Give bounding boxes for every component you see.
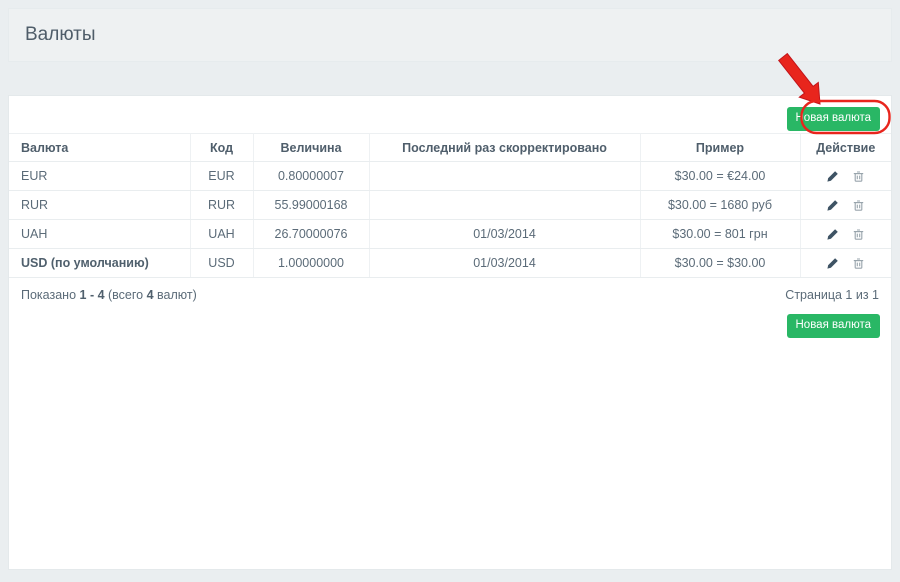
currency-table-body: EUR EUR 0.80000007 $30.00 = €24.00 — [9, 161, 891, 278]
delete-button[interactable] — [852, 199, 865, 212]
column-header-code: Код — [190, 133, 254, 162]
trash-icon — [852, 170, 865, 183]
action-cell — [800, 248, 891, 278]
new-currency-button-bottom[interactable]: Новая валюта — [786, 314, 880, 338]
table-row: USD (по умолчанию) USD 1.00000000 01/03/… — [9, 248, 891, 278]
table-row: EUR EUR 0.80000007 $30.00 = €24.00 — [9, 161, 891, 191]
bottom-toolbar: Новая валюта — [9, 308, 891, 338]
new-currency-button-top[interactable]: Новая валюта — [786, 107, 880, 131]
currency-code-cell: UAH — [190, 219, 254, 249]
pencil-icon — [826, 170, 839, 183]
page-title: Валюты — [25, 24, 96, 45]
results-summary: Показано 1 - 4 (всего 4 валют) — [21, 288, 197, 302]
currency-title-cell: USD (по умолчанию) — [9, 248, 191, 278]
currency-title-cell: UAH — [9, 219, 191, 249]
results-summary-middle: (всего — [104, 288, 147, 302]
table-header-row: Валюта Код Величина Последний раз скорре… — [9, 133, 891, 162]
example-cell: $30.00 = $30.00 — [640, 248, 801, 278]
example-cell: $30.00 = 801 грн — [640, 219, 801, 249]
currency-value-cell: 55.99000168 — [253, 190, 370, 220]
trash-icon — [852, 228, 865, 241]
action-cell — [800, 190, 891, 220]
table-row: UAH UAH 26.70000076 01/03/2014 $30.00 = … — [9, 219, 891, 249]
trash-icon — [852, 257, 865, 270]
column-header-example: Пример — [640, 133, 801, 162]
column-header-value: Величина — [253, 133, 370, 162]
currencies-panel: Новая валюта Валюта Код Величина Последн… — [8, 95, 892, 570]
edit-button[interactable] — [826, 228, 839, 241]
currency-title-cell: RUR — [9, 190, 191, 220]
column-header-currency: Валюта — [9, 133, 191, 162]
currency-value-cell: 0.80000007 — [253, 161, 370, 191]
pencil-icon — [826, 199, 839, 212]
edit-button[interactable] — [826, 257, 839, 270]
currency-value-cell: 1.00000000 — [253, 248, 370, 278]
results-range: 1 - 4 — [79, 288, 105, 302]
action-cell — [800, 219, 891, 249]
delete-button[interactable] — [852, 228, 865, 241]
results-summary-suffix: валют) — [153, 288, 197, 302]
edit-button[interactable] — [826, 170, 839, 183]
action-cell — [800, 161, 891, 191]
currency-code-cell: RUR — [190, 190, 254, 220]
currencies-table: Валюта Код Величина Последний раз скорре… — [9, 133, 891, 278]
last-adjusted-cell: 01/03/2014 — [369, 248, 641, 278]
column-header-last-adjusted: Последний раз скорректировано — [369, 133, 641, 162]
delete-button[interactable] — [852, 257, 865, 270]
table-row: RUR RUR 55.99000168 $30.00 = 1680 руб — [9, 190, 891, 220]
page-indicator: Страница 1 из 1 — [785, 288, 879, 302]
example-cell: $30.00 = €24.00 — [640, 161, 801, 191]
last-adjusted-cell: 01/03/2014 — [369, 219, 641, 249]
pencil-icon — [826, 257, 839, 270]
pencil-icon — [826, 228, 839, 241]
currency-code-cell: EUR — [190, 161, 254, 191]
column-header-action: Действие — [800, 133, 891, 162]
trash-icon — [852, 199, 865, 212]
panel-toolbar: Новая валюта — [9, 96, 891, 133]
results-total: 4 — [146, 288, 154, 302]
currency-value-cell: 26.70000076 — [253, 219, 370, 249]
table-footer: Показано 1 - 4 (всего 4 валют) Страница … — [9, 278, 891, 308]
page-header: Валюты — [8, 8, 892, 62]
edit-button[interactable] — [826, 199, 839, 212]
currency-code-cell: USD — [190, 248, 254, 278]
last-adjusted-cell — [369, 190, 641, 220]
currency-title-cell: EUR — [9, 161, 191, 191]
results-summary-prefix: Показано — [21, 288, 80, 302]
last-adjusted-cell — [369, 161, 641, 191]
delete-button[interactable] — [852, 170, 865, 183]
example-cell: $30.00 = 1680 руб — [640, 190, 801, 220]
